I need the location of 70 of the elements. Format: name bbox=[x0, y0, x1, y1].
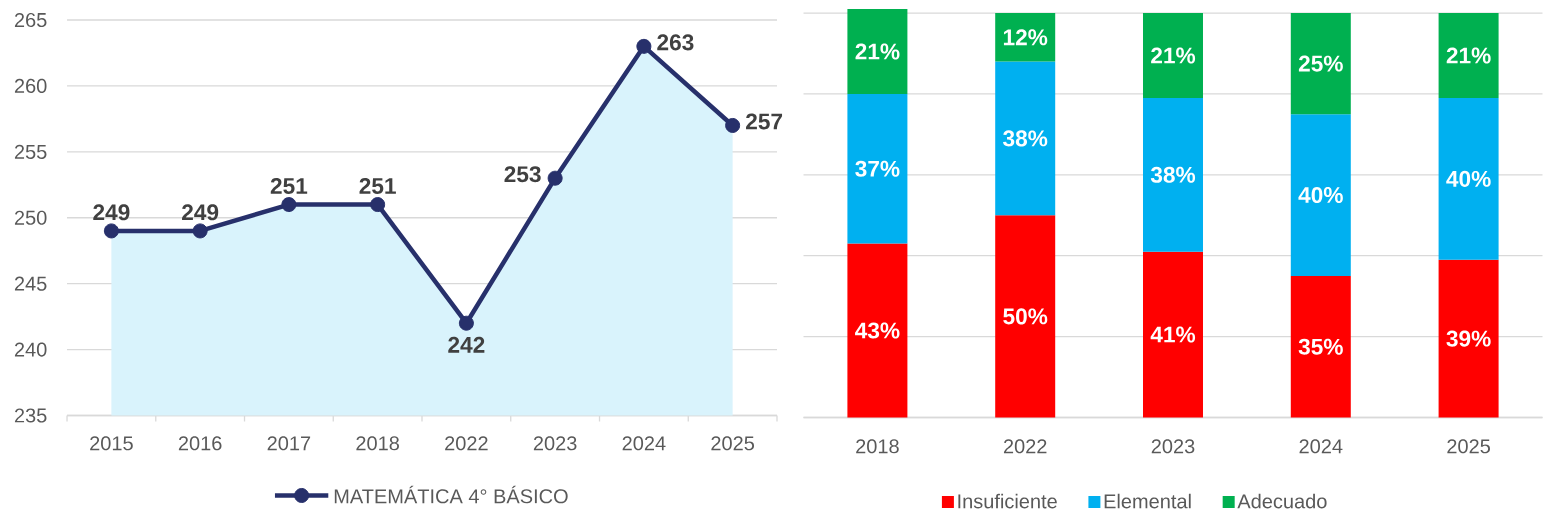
data-label: 242 bbox=[448, 336, 485, 353]
data-label: 257 bbox=[746, 113, 783, 130]
y-tick-label: 235 bbox=[14, 408, 47, 423]
bar bbox=[1143, 97, 1203, 252]
bar bbox=[1438, 13, 1499, 98]
data-label: 38% bbox=[1003, 130, 1048, 147]
data-label: 40% bbox=[1298, 187, 1343, 204]
x-tick-label: 2022 bbox=[445, 436, 488, 451]
data-label: 12% bbox=[1003, 29, 1048, 46]
data-label: 21% bbox=[1151, 47, 1196, 64]
data-label: 43% bbox=[855, 322, 900, 339]
legend-label: Elemental bbox=[1104, 493, 1191, 509]
x-tick-label: 2022 bbox=[1003, 439, 1047, 454]
bar bbox=[847, 243, 908, 418]
x-tick-label: 2018 bbox=[356, 436, 399, 451]
legend-label: Adecuado bbox=[1237, 493, 1327, 509]
point bbox=[636, 38, 652, 54]
data-label: 37% bbox=[855, 160, 900, 177]
x-tick-label: 2023 bbox=[533, 436, 577, 451]
point bbox=[370, 197, 386, 213]
data-label: 249 bbox=[182, 204, 219, 221]
x-tick-label: 2017 bbox=[267, 436, 311, 451]
bar bbox=[995, 13, 1056, 62]
data-label: 38% bbox=[1150, 166, 1196, 183]
y-tick-label: 260 bbox=[14, 78, 47, 93]
point bbox=[192, 223, 208, 239]
data-label: 251 bbox=[270, 177, 308, 194]
y-tick-label: 265 bbox=[14, 12, 47, 28]
x-tick-label: 2024 bbox=[622, 436, 666, 451]
data-label: 251 bbox=[359, 177, 396, 194]
x-tick-label: 2018 bbox=[856, 439, 899, 454]
bar bbox=[995, 61, 1056, 216]
bar bbox=[1290, 13, 1351, 115]
point bbox=[547, 170, 563, 186]
bar bbox=[1143, 251, 1203, 418]
data-label: 41% bbox=[1150, 326, 1196, 343]
data-label: 21% bbox=[1446, 47, 1491, 64]
x-tick-label: 2023 bbox=[1151, 439, 1195, 454]
data-label: 253 bbox=[504, 166, 541, 183]
legend-label: MATEMÁTICA 4° BÁSICO bbox=[334, 485, 568, 504]
x-tick-label: 2025 bbox=[1447, 439, 1490, 454]
data-label: 35% bbox=[1298, 338, 1343, 355]
bar bbox=[847, 8, 908, 94]
x-tick-label: 2025 bbox=[711, 436, 755, 451]
point bbox=[103, 223, 119, 239]
y-tick-label: 245 bbox=[14, 276, 47, 291]
x-tick-label: 2024 bbox=[1299, 439, 1343, 454]
point bbox=[725, 117, 741, 133]
legend-label: Insuficiente bbox=[958, 493, 1057, 509]
data-label: 50% bbox=[1003, 308, 1048, 325]
bar bbox=[1143, 13, 1203, 98]
bar bbox=[1438, 97, 1499, 260]
bar bbox=[847, 93, 908, 244]
data-label: 25% bbox=[1298, 55, 1343, 72]
data-label: 39% bbox=[1446, 330, 1491, 347]
point bbox=[458, 315, 474, 331]
point bbox=[281, 197, 297, 213]
data-label: 263 bbox=[657, 34, 694, 51]
bar bbox=[1290, 114, 1351, 276]
y-tick-label: 255 bbox=[14, 144, 47, 159]
data-label: 40% bbox=[1446, 170, 1491, 187]
x-tick-label: 2016 bbox=[178, 436, 222, 451]
data-label: 21% bbox=[855, 43, 900, 60]
y-tick-label: 240 bbox=[14, 342, 47, 357]
data-label: 249 bbox=[93, 204, 130, 221]
bar bbox=[1438, 259, 1499, 418]
bar bbox=[995, 215, 1056, 418]
bar bbox=[1290, 275, 1351, 418]
x-tick-label: 2015 bbox=[90, 436, 133, 451]
y-tick-label: 250 bbox=[14, 210, 47, 225]
